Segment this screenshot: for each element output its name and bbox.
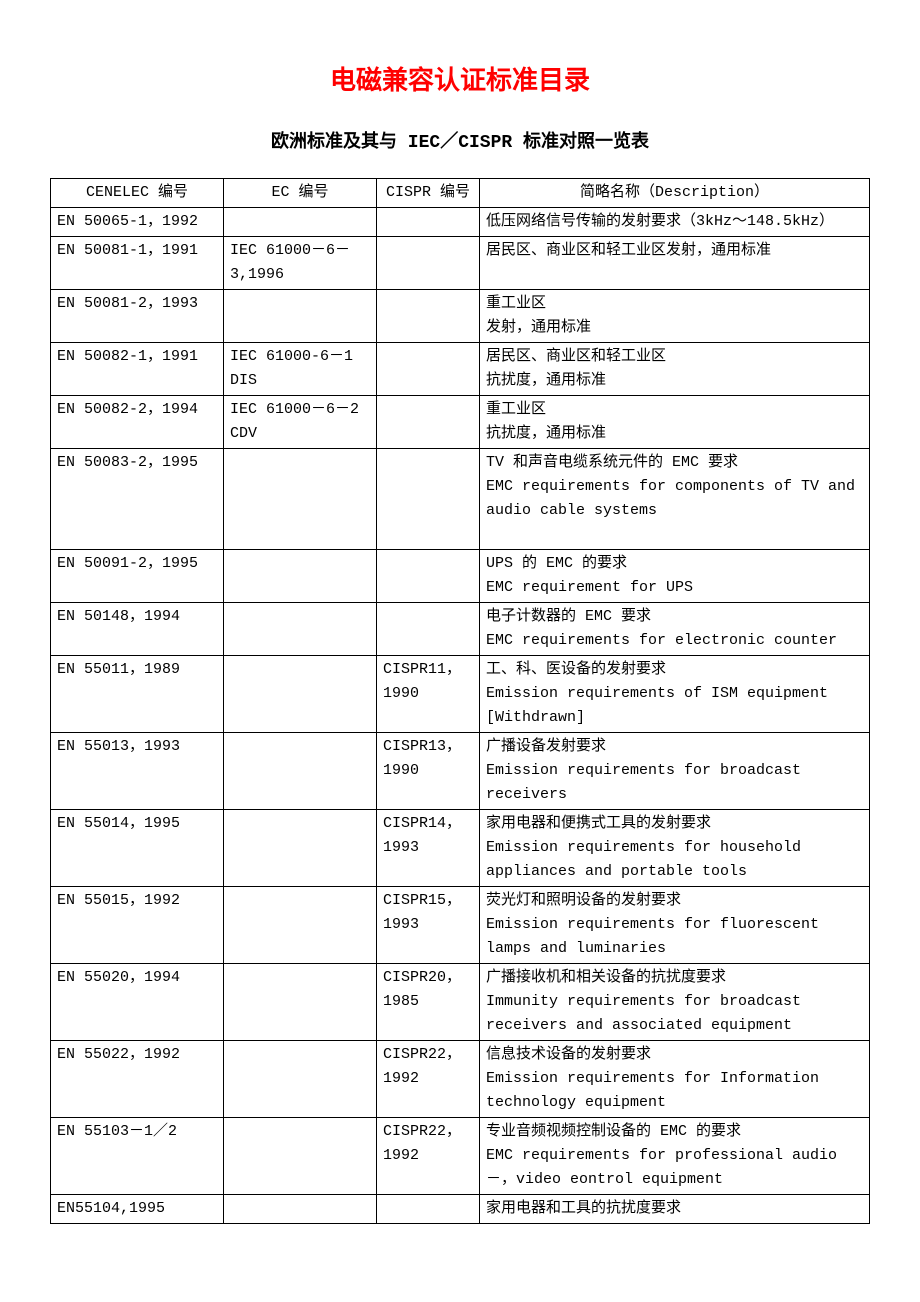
- cell-cenelec: EN 50081-2，1993: [51, 290, 224, 343]
- cell-cispr: CISPR20，1985: [377, 964, 480, 1041]
- cell-cispr: CISPR13，1990: [377, 733, 480, 810]
- cell-ec: [224, 208, 377, 237]
- table-row: EN 55011，1989 CISPR11，1990工、科、医设备的发射要求 Em…: [51, 656, 870, 733]
- cell-ec: [224, 290, 377, 343]
- cell-cispr: [377, 550, 480, 603]
- cell-cenelec: EN 50082-2，1994: [51, 396, 224, 449]
- cell-cenelec: EN 50065-1，1992: [51, 208, 224, 237]
- cell-cenelec: EN 55103－1／2: [51, 1118, 224, 1195]
- table-row: EN 50065-1，1992 低压网络信号传输的发射要求（3kHz～148.5k…: [51, 208, 870, 237]
- standards-table: CENELEC 编号 EC 编号 CISPR 编号 简略名称（Descripti…: [50, 178, 870, 1224]
- cell-cispr: [377, 449, 480, 550]
- cell-ec: IEC 61000－6－3,1996: [224, 237, 377, 290]
- cell-desc: 重工业区 抗扰度，通用标准: [480, 396, 870, 449]
- cell-ec: [224, 1118, 377, 1195]
- table-row: EN 50082-2，1994IEC 61000－6－2 CDV 重工业区 抗扰度…: [51, 396, 870, 449]
- table-row: EN 50081-2，1993 重工业区 发射，通用标准: [51, 290, 870, 343]
- table-row: EN 50083-2，1995 TV 和声音电缆系统元件的 EMC 要求 EMC …: [51, 449, 870, 550]
- cell-desc: 广播接收机和相关设备的抗扰度要求 Immunity requirements f…: [480, 964, 870, 1041]
- table-row: EN 50082-1，1991IEC 61000-6－1 DIS 居民区、商业区和…: [51, 343, 870, 396]
- cell-cispr: CISPR15，1993: [377, 887, 480, 964]
- header-cenelec: CENELEC 编号: [51, 179, 224, 208]
- cell-cenelec: EN 50082-1，1991: [51, 343, 224, 396]
- cell-cenelec: EN 50081-1，1991: [51, 237, 224, 290]
- cell-cispr: [377, 1195, 480, 1224]
- table-row: EN 55103－1／2 CISPR22，1992专业音频视频控制设备的 EMC …: [51, 1118, 870, 1195]
- cell-desc: 低压网络信号传输的发射要求（3kHz～148.5kHz）: [480, 208, 870, 237]
- cell-cispr: [377, 603, 480, 656]
- cell-cenelec: EN 55013，1993: [51, 733, 224, 810]
- cell-ec: [224, 733, 377, 810]
- table-row: EN 55022，1992 CISPR22，1992信息技术设备的发射要求 Emi…: [51, 1041, 870, 1118]
- cell-desc: 广播设备发射要求 Emission requirements for broad…: [480, 733, 870, 810]
- table-row: EN 55014，1995 CISPR14，1993家用电器和便携式工具的发射要求…: [51, 810, 870, 887]
- cell-cispr: CISPR11，1990: [377, 656, 480, 733]
- cell-desc: 居民区、商业区和轻工业区 抗扰度，通用标准: [480, 343, 870, 396]
- cell-desc: 家用电器和工具的抗扰度要求: [480, 1195, 870, 1224]
- cell-desc: TV 和声音电缆系统元件的 EMC 要求 EMC requirements fo…: [480, 449, 870, 550]
- table-row: EN 55020，1994 CISPR20，1985广播接收机和相关设备的抗扰度要…: [51, 964, 870, 1041]
- cell-ec: [224, 603, 377, 656]
- cell-desc: 荧光灯和照明设备的发射要求 Emission requirements for …: [480, 887, 870, 964]
- document-subtitle: 欧洲标准及其与 IEC／CISPR 标准对照一览表: [50, 127, 870, 153]
- cell-cispr: [377, 290, 480, 343]
- cell-desc: 电子计数器的 EMC 要求 EMC requirements for elect…: [480, 603, 870, 656]
- document-title: 电磁兼容认证标准目录: [50, 60, 870, 97]
- header-cispr: CISPR 编号: [377, 179, 480, 208]
- cell-cenelec: EN 50148，1994: [51, 603, 224, 656]
- header-desc: 简略名称（Description）: [480, 179, 870, 208]
- cell-cenelec: EN 55011，1989: [51, 656, 224, 733]
- cell-ec: [224, 1041, 377, 1118]
- table-row: EN55104,1995 家用电器和工具的抗扰度要求: [51, 1195, 870, 1224]
- cell-cenelec: EN 55020，1994: [51, 964, 224, 1041]
- cell-cispr: [377, 396, 480, 449]
- cell-desc: 重工业区 发射，通用标准: [480, 290, 870, 343]
- cell-cenelec: EN 55015，1992: [51, 887, 224, 964]
- cell-desc: 专业音频视频控制设备的 EMC 的要求 EMC requirements for…: [480, 1118, 870, 1195]
- cell-cenelec: EN55104,1995: [51, 1195, 224, 1224]
- cell-cispr: CISPR22，1992: [377, 1118, 480, 1195]
- cell-cispr: CISPR22，1992: [377, 1041, 480, 1118]
- table-header-row: CENELEC 编号 EC 编号 CISPR 编号 简略名称（Descripti…: [51, 179, 870, 208]
- cell-desc: 信息技术设备的发射要求 Emission requirements for In…: [480, 1041, 870, 1118]
- cell-cenelec: EN 50091-2，1995: [51, 550, 224, 603]
- cell-cenelec: EN 50083-2，1995: [51, 449, 224, 550]
- cell-cenelec: EN 55022，1992: [51, 1041, 224, 1118]
- cell-desc: UPS 的 EMC 的要求 EMC requirement for UPS: [480, 550, 870, 603]
- cell-cenelec: EN 55014，1995: [51, 810, 224, 887]
- cell-ec: [224, 1195, 377, 1224]
- cell-ec: [224, 887, 377, 964]
- cell-desc: 居民区、商业区和轻工业区发射，通用标准: [480, 237, 870, 290]
- table-row: EN 50091-2，1995 UPS 的 EMC 的要求 EMC require…: [51, 550, 870, 603]
- cell-ec: [224, 449, 377, 550]
- cell-ec: IEC 61000－6－2 CDV: [224, 396, 377, 449]
- cell-cispr: [377, 343, 480, 396]
- table-row: EN 55015，1992 CISPR15，1993荧光灯和照明设备的发射要求 E…: [51, 887, 870, 964]
- cell-cispr: CISPR14，1993: [377, 810, 480, 887]
- cell-desc: 工、科、医设备的发射要求 Emission requirements of IS…: [480, 656, 870, 733]
- table-row: EN 50148，1994 电子计数器的 EMC 要求 EMC requireme…: [51, 603, 870, 656]
- cell-ec: [224, 550, 377, 603]
- cell-cispr: [377, 208, 480, 237]
- cell-ec: [224, 964, 377, 1041]
- table-row: EN 55013，1993 CISPR13，1990广播设备发射要求 Emissi…: [51, 733, 870, 810]
- table-row: EN 50081-1，1991IEC 61000－6－3,1996 居民区、商业区…: [51, 237, 870, 290]
- cell-cispr: [377, 237, 480, 290]
- cell-ec: IEC 61000-6－1 DIS: [224, 343, 377, 396]
- cell-ec: [224, 810, 377, 887]
- cell-desc: 家用电器和便携式工具的发射要求 Emission requirements fo…: [480, 810, 870, 887]
- header-ec: EC 编号: [224, 179, 377, 208]
- cell-ec: [224, 656, 377, 733]
